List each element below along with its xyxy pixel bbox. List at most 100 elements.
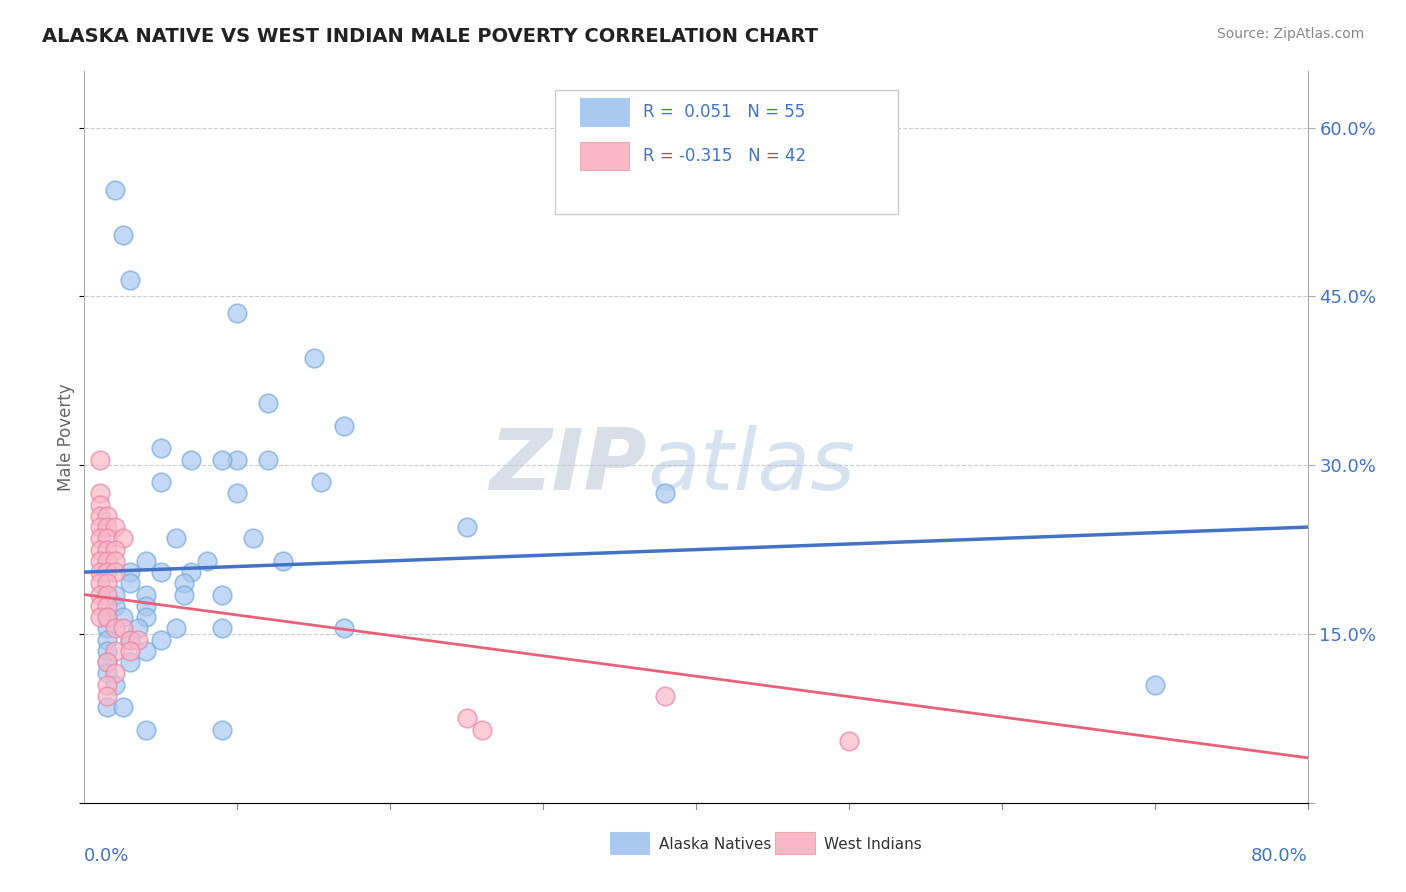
Point [257,452,280,467]
Text: R =  0.051   N = 55: R = 0.051 N = 55 [644,103,806,121]
Point [96,632,118,647]
Text: West Indians: West Indians [824,837,922,852]
Point [104,666,127,681]
Point [96,655,118,669]
Point [226,486,249,500]
Point [456,520,478,534]
Point [135,599,157,613]
Point [104,554,127,568]
Point [302,351,325,366]
Point [135,723,157,737]
FancyBboxPatch shape [610,832,650,854]
Point [96,610,118,624]
Point [456,711,478,725]
Point [96,644,118,658]
Point [211,621,233,635]
Point [180,452,202,467]
Text: R = -0.315   N = 42: R = -0.315 N = 42 [644,147,807,165]
Point [89,532,111,546]
Point [211,452,233,467]
Point [149,632,172,647]
FancyBboxPatch shape [579,143,628,170]
Point [104,588,127,602]
Point [89,610,111,624]
Point [104,644,127,658]
Point [226,306,249,320]
Point [96,689,118,703]
Point [96,599,118,613]
Point [89,576,111,591]
FancyBboxPatch shape [776,832,814,854]
Point [149,475,172,489]
Point [111,621,134,635]
Point [89,542,111,557]
Point [89,588,111,602]
Point [654,486,676,500]
Point [226,452,249,467]
Point [165,621,187,635]
Point [195,554,218,568]
Text: 0.0%: 0.0% [84,847,129,864]
Text: Source: ZipAtlas.com: Source: ZipAtlas.com [1216,27,1364,41]
Point [654,689,676,703]
Point [89,565,111,579]
Point [96,655,118,669]
FancyBboxPatch shape [555,90,898,214]
Point [104,678,127,692]
Point [89,520,111,534]
Point [135,588,157,602]
Point [120,576,142,591]
Point [180,565,202,579]
Point [149,442,172,456]
Point [104,542,127,557]
Point [111,610,134,624]
Point [211,723,233,737]
Point [120,644,142,658]
Point [257,396,280,410]
Text: atlas: atlas [647,425,855,508]
Point [104,182,127,196]
Text: ALASKA NATIVE VS WEST INDIAN MALE POVERTY CORRELATION CHART: ALASKA NATIVE VS WEST INDIAN MALE POVERT… [42,27,818,45]
Point [127,621,149,635]
Point [173,576,195,591]
Point [89,599,111,613]
Point [311,475,333,489]
Point [96,542,118,557]
Text: Alaska Natives: Alaska Natives [659,837,772,852]
Point [120,272,142,286]
Point [120,655,142,669]
Point [135,644,157,658]
Point [127,632,149,647]
Y-axis label: Male Poverty: Male Poverty [58,384,76,491]
Point [89,486,111,500]
Point [96,508,118,523]
Point [96,588,118,602]
Point [135,554,157,568]
Point [89,498,111,512]
Point [149,565,172,579]
Point [96,520,118,534]
Point [333,418,356,433]
Point [242,532,264,546]
Point [96,532,118,546]
Point [111,700,134,714]
Point [104,621,127,635]
Point [1143,678,1166,692]
Point [111,227,134,242]
Text: ZIP: ZIP [489,425,647,508]
Point [96,700,118,714]
Point [89,554,111,568]
Point [96,576,118,591]
Point [471,723,494,737]
Point [89,452,111,467]
Point [96,621,118,635]
Point [173,588,195,602]
Point [96,678,118,692]
Point [104,520,127,534]
Point [111,532,134,546]
Point [120,632,142,647]
Point [96,666,118,681]
Point [271,554,294,568]
FancyBboxPatch shape [579,98,628,127]
Point [165,532,187,546]
